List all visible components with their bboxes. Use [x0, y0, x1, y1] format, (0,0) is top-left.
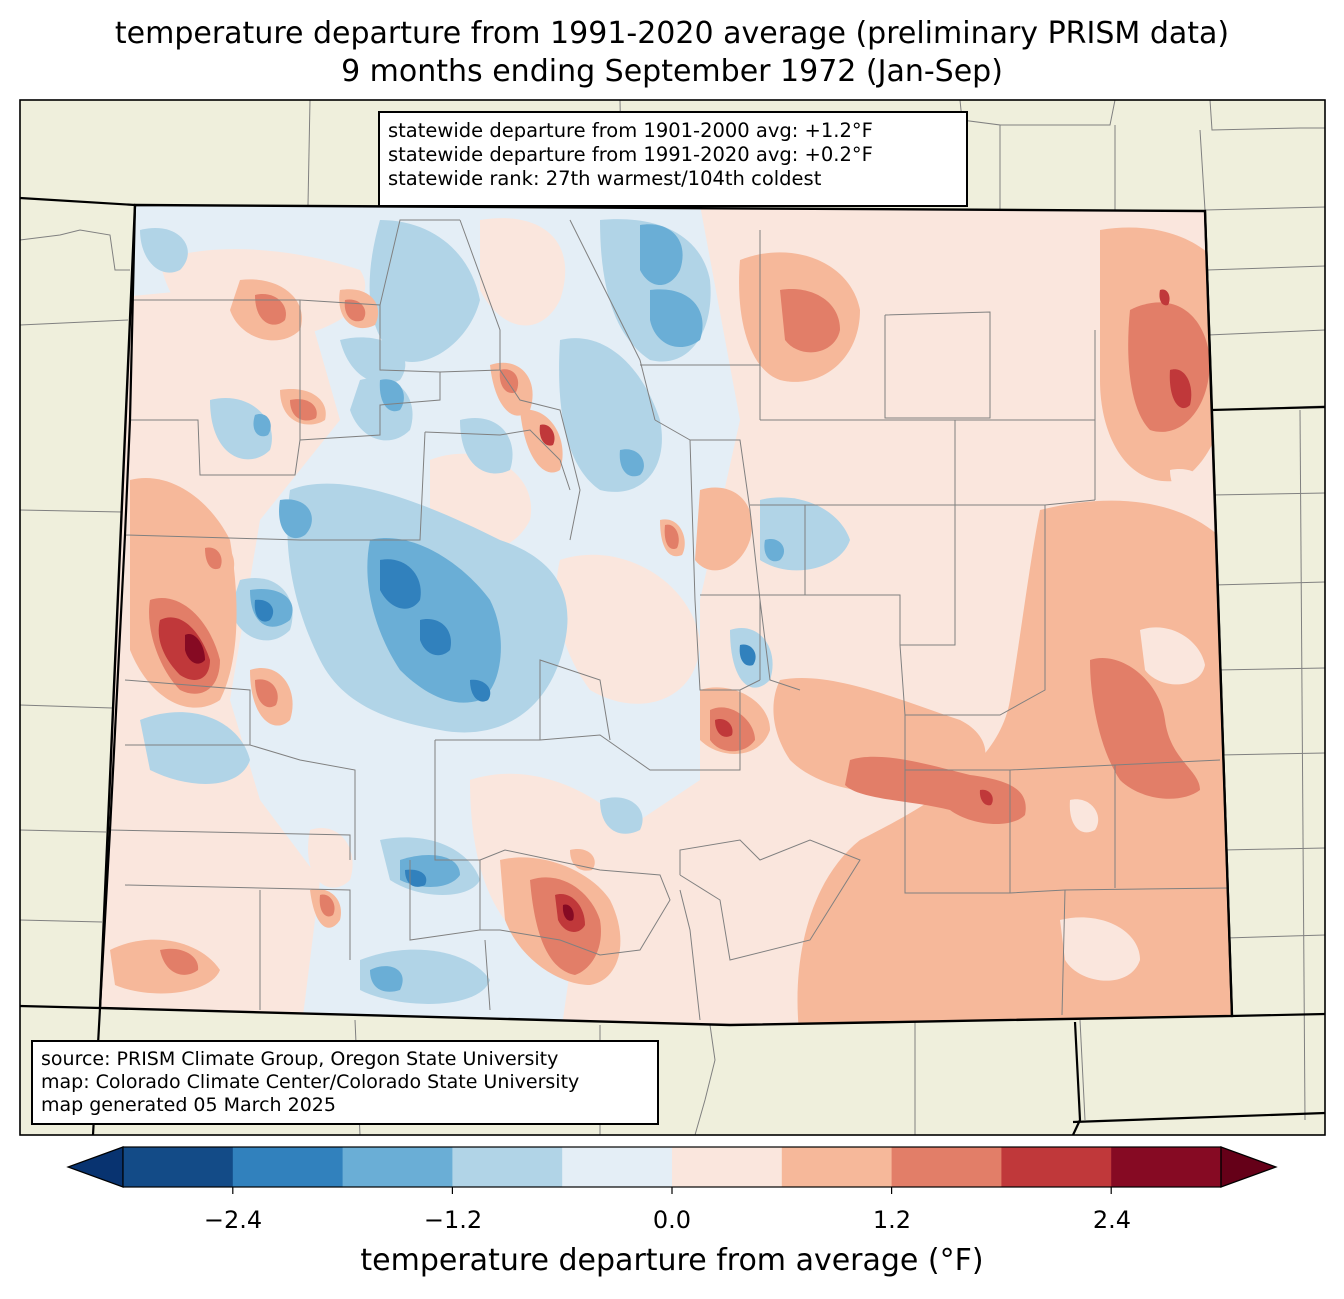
- colorbar-tick-label: −2.4: [203, 1206, 263, 1234]
- colorbar-bin: [672, 1147, 783, 1187]
- colorbar-label: temperature departure from average (°F): [360, 1243, 984, 1278]
- neighbor-state-borders: [20, 196, 1325, 1135]
- neighbor-county-lines: [20, 100, 1325, 1135]
- colorbar-tick-label: 0.0: [652, 1206, 692, 1234]
- colorbar-bin: [123, 1147, 234, 1187]
- colorbar-bin: [562, 1147, 673, 1187]
- colorado-state-border: [98, 203, 1234, 1027]
- map-generated-date: map generated 05 March 2025: [41, 1094, 336, 1116]
- colorbar-bin: [452, 1147, 563, 1187]
- colorbar-tick-label: 1.2: [872, 1206, 912, 1234]
- colorado-county-lines: [109, 219, 1231, 1021]
- map-credit: map: Colorado Climate Center/Colorado St…: [41, 1071, 580, 1093]
- colorbar-bin: [1001, 1147, 1112, 1187]
- colorbar-tick-label: −1.2: [423, 1206, 483, 1234]
- statewide-stats-box: statewide departure from 1901-2000 avg: …: [378, 111, 968, 207]
- map-frame: [19, 99, 1326, 1136]
- map-title-line1: temperature departure from 1991-2020 ave…: [114, 16, 1230, 51]
- temperature-field: [100, 205, 1232, 1025]
- colorbar-bin: [891, 1147, 1002, 1187]
- colorbar-bin: [232, 1147, 344, 1187]
- colorbar: [66, 1146, 1278, 1194]
- stats-departure-1901-2000: statewide departure from 1901-2000 avg: …: [388, 119, 873, 142]
- stats-rank: statewide rank: 27th warmest/104th colde…: [388, 167, 822, 190]
- stats-departure-1991-2020: statewide departure from 1991-2020 avg: …: [388, 143, 873, 166]
- colorbar-bin: [342, 1147, 453, 1187]
- colorbar-extend-low: [66, 1146, 124, 1188]
- colorbar-bin: [781, 1147, 893, 1187]
- source-box: source: PRISM Climate Group, Oregon Stat…: [31, 1040, 659, 1125]
- map-title-line2: 9 months ending September 1972 (Jan-Sep): [341, 54, 1003, 89]
- colorbar-extend-high: [1220, 1146, 1278, 1188]
- colorbar-bin: [1111, 1147, 1222, 1187]
- source-credit: source: PRISM Climate Group, Oregon Stat…: [41, 1048, 559, 1070]
- colorbar-tick-label: 2.4: [1092, 1206, 1132, 1234]
